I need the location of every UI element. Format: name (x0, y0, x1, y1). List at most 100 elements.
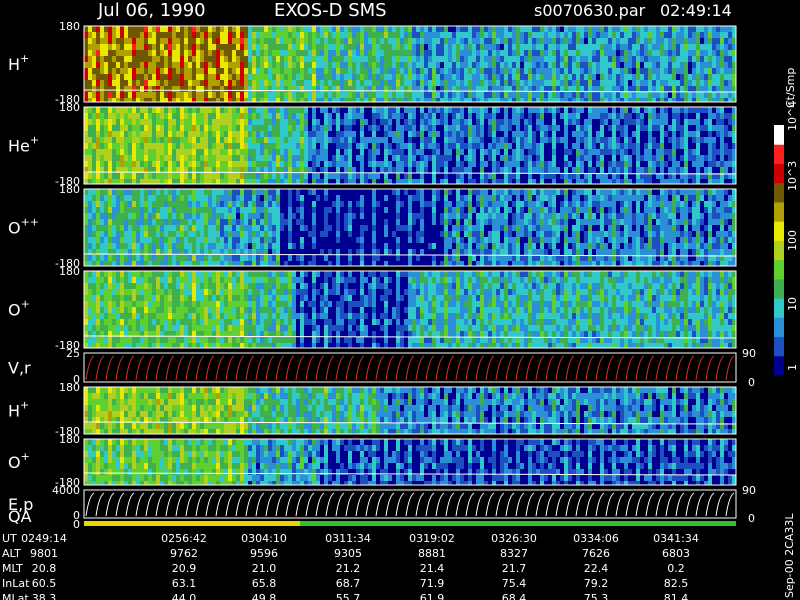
spectrogram-cell (688, 50, 692, 56)
spectrogram-cell (628, 62, 632, 68)
spectrogram-cell (216, 237, 220, 243)
spectrogram-cell (644, 44, 648, 50)
spectrogram-cell (184, 189, 188, 195)
spectrogram-cell (536, 219, 540, 225)
spectrogram-cell (268, 173, 272, 179)
spectrogram-cell (472, 125, 476, 131)
spectrogram-cell (360, 213, 364, 219)
spectrogram-cell (324, 225, 328, 231)
spectrogram-cell (584, 74, 588, 80)
spectrogram-cell (456, 149, 460, 155)
spectrogram-cell (724, 26, 728, 32)
spectrogram-cell (436, 56, 440, 62)
spectrogram-cell (492, 219, 496, 225)
spectrogram-cell (696, 137, 700, 143)
spectrogram-cell (620, 74, 624, 80)
spectrogram-cell (488, 68, 492, 74)
spectrogram-cell (344, 149, 348, 155)
spectrogram-cell (220, 161, 224, 167)
spectrogram-cell (540, 167, 544, 173)
spectrogram-cell (384, 119, 388, 125)
spectrogram-cell (584, 119, 588, 125)
spectrogram-cell (588, 179, 592, 184)
spectrogram-cell (588, 32, 592, 38)
spectrogram-cell (340, 32, 344, 38)
spectrogram-cell (232, 119, 236, 125)
spectrogram-cell (408, 56, 412, 62)
spectrogram-cell (256, 119, 260, 125)
spectrogram-cell (164, 149, 168, 155)
spectrogram-cell (128, 137, 132, 143)
spectrogram-cell (516, 143, 520, 149)
spectrogram-cell (432, 80, 436, 86)
spectrogram-cell (480, 143, 484, 149)
spectrogram-cell (152, 179, 156, 184)
spectrogram-cell (396, 32, 400, 38)
spectrogram-cell (432, 255, 436, 261)
spectrogram-cell (224, 98, 228, 102)
spectrogram-cell (260, 225, 264, 231)
spectrogram-cell (520, 143, 524, 149)
spectrogram-cell (248, 86, 252, 92)
spectrogram-cell (700, 161, 704, 167)
spectrogram-cell (684, 167, 688, 173)
spectrogram-cell (612, 137, 616, 143)
spectrogram-cell (304, 113, 308, 119)
spectrogram-cell (244, 143, 248, 149)
spectrogram-cell (508, 161, 512, 167)
spectrogram-cell (628, 68, 632, 74)
spectrogram-cell (136, 32, 140, 38)
spectrogram-cell (348, 179, 352, 184)
spectrogram-cell (388, 249, 392, 255)
spectrogram-cell (156, 56, 160, 62)
spectrogram-cell (416, 26, 420, 32)
spectrogram-cell (436, 167, 440, 173)
spectrogram-cell (392, 131, 396, 137)
spectrogram-cell (224, 86, 228, 92)
spectrogram-cell (168, 119, 172, 125)
spectrogram-cell (208, 195, 212, 201)
spectrogram-cell (168, 173, 172, 179)
spectrogram-cell (224, 201, 228, 207)
spectrogram-cell (472, 44, 476, 50)
spectrogram-cell (536, 125, 540, 131)
spectrogram-cell (492, 137, 496, 143)
spectrogram-cell (628, 137, 632, 143)
spectrogram-cell (548, 219, 552, 225)
spectrogram-cell (496, 26, 500, 32)
spectrogram-cell (156, 195, 160, 201)
spectrogram-cell (476, 249, 480, 255)
spectrogram-cell (108, 62, 112, 68)
spectrogram-cell (376, 249, 380, 255)
spectrogram-cell (168, 255, 172, 261)
spectrogram-cell (480, 44, 484, 50)
spectrogram-cell (84, 237, 88, 243)
spectrogram-cell (180, 32, 184, 38)
spectrogram-cell (88, 50, 92, 56)
spectrogram-cell (212, 143, 216, 149)
spectrogram-cell (368, 86, 372, 92)
spectrogram-cell (128, 56, 132, 62)
spectrogram-cell (312, 62, 316, 68)
spectrogram-cell (260, 149, 264, 155)
spectrogram-cell (420, 131, 424, 137)
spectrogram-cell (200, 68, 204, 74)
spectrogram-cell (376, 255, 380, 261)
spectrogram-cell (256, 38, 260, 44)
spectrogram-cell (496, 92, 500, 98)
spectrogram-cell (320, 86, 324, 92)
spectrogram-cell (568, 56, 572, 62)
spectrogram-cell (608, 50, 612, 56)
spectrogram-cell (168, 125, 172, 131)
spectrogram-cell (268, 261, 272, 266)
spectrogram-cell (220, 231, 224, 237)
spectrogram-cell (524, 125, 528, 131)
spectrogram-cell (248, 26, 252, 32)
spectrogram-cell (384, 125, 388, 131)
spectrogram-cell (312, 86, 316, 92)
spectrogram-cell (424, 26, 428, 32)
spectrogram-cell (252, 173, 256, 179)
spectrogram-cell (292, 50, 296, 56)
spectrogram-cell (492, 201, 496, 207)
spectrogram-cell (256, 98, 260, 102)
